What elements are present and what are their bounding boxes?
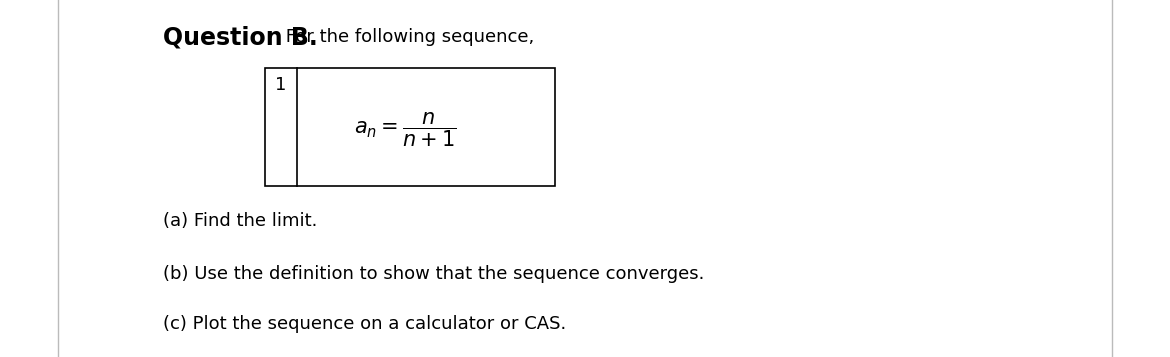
Text: For the following sequence,: For the following sequence, (280, 28, 535, 46)
Text: 1: 1 (275, 76, 287, 94)
Text: Question B.: Question B. (163, 26, 318, 50)
Text: (b) Use the definition to show that the sequence converges.: (b) Use the definition to show that the … (163, 265, 704, 283)
Text: $a_n = \dfrac{n}{n+1}$: $a_n = \dfrac{n}{n+1}$ (355, 110, 456, 149)
Bar (264, 68, 555, 186)
Text: (a) Find the limit.: (a) Find the limit. (163, 212, 317, 230)
Text: (c) Plot the sequence on a calculator or CAS.: (c) Plot the sequence on a calculator or… (163, 315, 566, 333)
